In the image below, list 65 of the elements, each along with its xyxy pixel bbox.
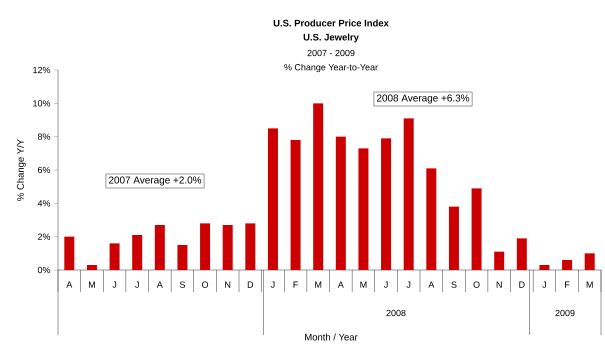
x-tick-label: D (519, 282, 525, 288)
x-tick-label: M (360, 282, 366, 288)
bar (268, 128, 278, 270)
x-axis-title: Month / Year (305, 334, 358, 340)
y-tick-label: 10% (33, 100, 50, 107)
x-tick-label: F (565, 282, 570, 288)
bar (539, 265, 550, 270)
y-tick-label: 8% (38, 133, 50, 140)
text: 2009 (555, 310, 575, 316)
bar (472, 188, 482, 270)
bar (381, 138, 392, 270)
x-tick-label: J (270, 282, 275, 288)
x-tick-label: M (586, 282, 593, 288)
bar (222, 225, 233, 270)
y-tick-label: 4% (38, 200, 50, 206)
bar (200, 223, 210, 270)
x-tick-label: N (496, 282, 502, 288)
chart-subtitle: U.S. Jewelry (304, 34, 359, 42)
x-tick-label: J (112, 282, 116, 288)
annotation: % Change Year-to-Year (284, 64, 378, 72)
bar (336, 136, 346, 270)
bar (64, 236, 74, 270)
bar (313, 103, 324, 270)
bar (426, 168, 436, 270)
x-tick-label: M (315, 282, 322, 288)
x-tick-label: J (406, 282, 410, 288)
bar (562, 260, 572, 270)
text: 2007 - 2009 (308, 50, 354, 56)
bar (358, 148, 368, 270)
bar (154, 225, 165, 270)
x-tick-label: O (202, 282, 208, 288)
bar (494, 252, 504, 270)
bar (177, 245, 188, 270)
x-tick-label: S (451, 282, 457, 288)
x-tick-label: J (384, 282, 388, 288)
bar (110, 243, 120, 270)
x-tick-label: D (248, 282, 254, 288)
x-tick-label: F (294, 282, 298, 288)
y-axis-title: % Change Y/Y (16, 139, 26, 201)
x-tick-label: M (88, 282, 95, 288)
x-tick-label: N (225, 282, 230, 288)
chart-title: U.S. Producer Price Index (274, 20, 389, 26)
y-tick-label: 12% (33, 66, 50, 74)
annotation: 2007 Average +2.0% (108, 176, 202, 186)
annotation: 2008 Average +6.3% (376, 94, 470, 104)
bar (132, 235, 142, 270)
bar (290, 140, 301, 270)
x-tick-label: J (542, 282, 546, 288)
x-tick-label: O (474, 282, 480, 288)
y-tick-label: 6% (38, 166, 50, 174)
bar (584, 253, 595, 270)
y-tick-label: 0% (38, 266, 50, 274)
text: 2008 (386, 310, 406, 316)
x-tick-label: A (156, 282, 163, 288)
x-tick-label: S (180, 282, 186, 288)
bar (245, 223, 256, 270)
bar (86, 265, 97, 270)
x-tick-label: A (428, 282, 434, 288)
y-tick-label: 2% (38, 234, 50, 240)
bar (404, 118, 414, 270)
x-tick-label: A (66, 282, 72, 288)
x-tick-label: J (135, 282, 139, 288)
x-tick-label: A (338, 282, 344, 288)
bar (448, 206, 459, 270)
bar (516, 238, 527, 270)
